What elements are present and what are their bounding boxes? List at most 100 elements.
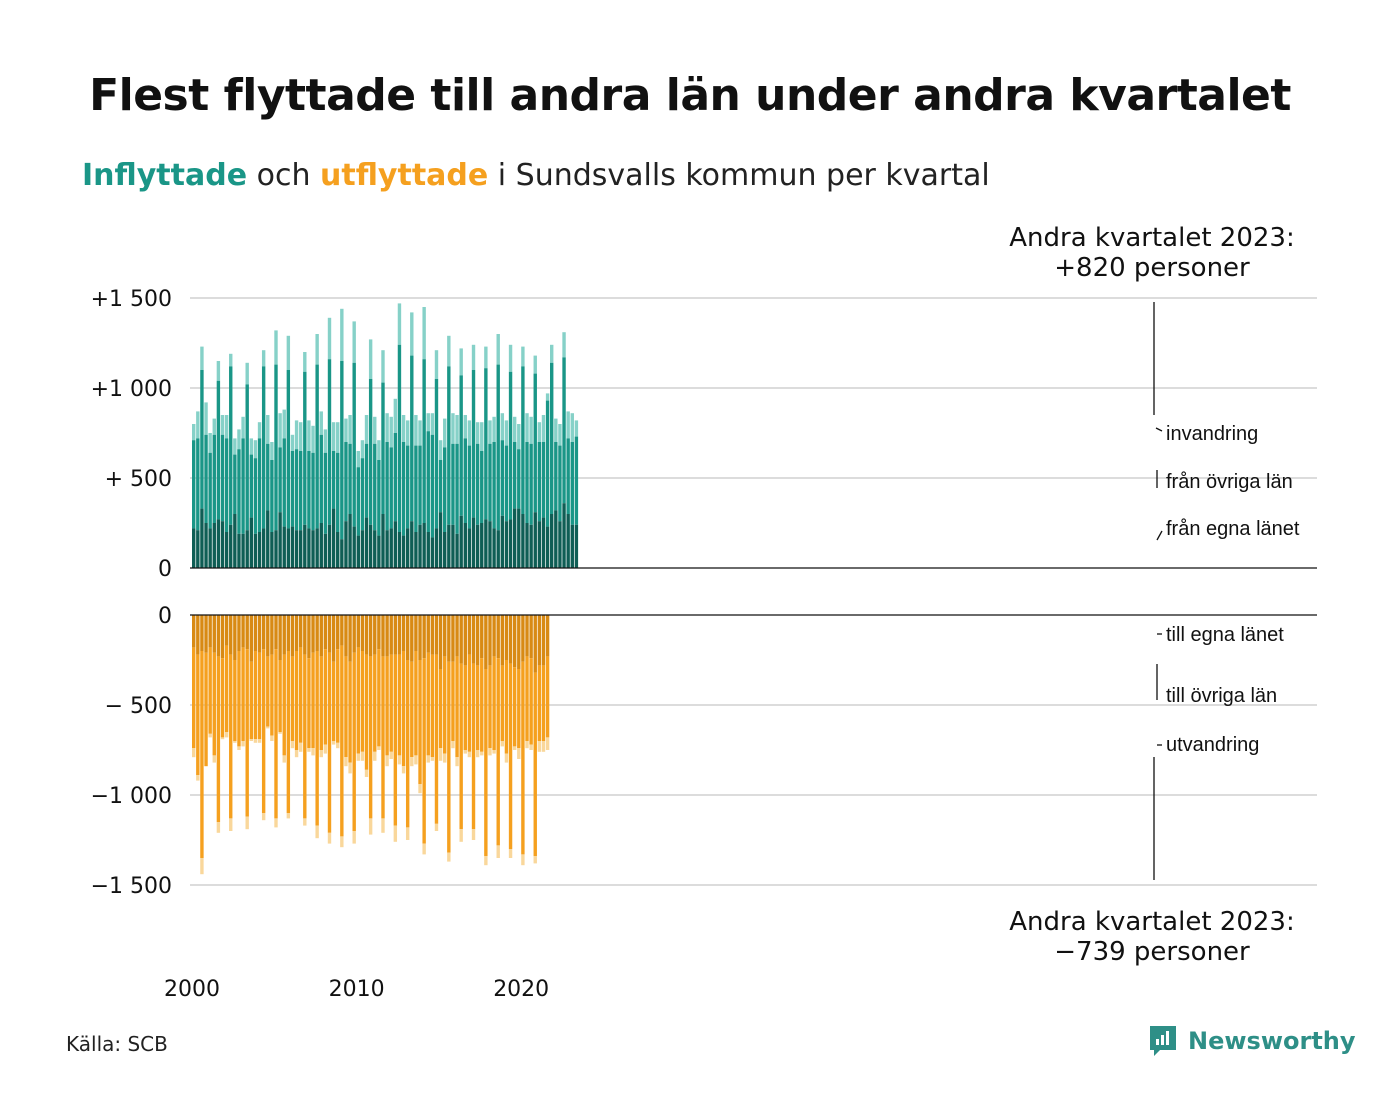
bar-inflow-own-county: [307, 528, 311, 568]
bar-outflow-other-counties: [484, 669, 488, 857]
bar-inflow-immigration: [344, 418, 348, 442]
bar-outflow-own-county: [237, 615, 241, 651]
bar-inflow-immigration: [249, 438, 254, 455]
bar-outflow-emigration: [200, 858, 204, 875]
bar-inflow-own-county: [270, 532, 274, 568]
bar-outflow-emigration: [410, 757, 414, 767]
bar-outflow-other-counties: [290, 656, 295, 741]
bar-outflow-own-county: [545, 615, 550, 657]
bar-outflow-own-county: [348, 615, 352, 662]
bar-outflow-emigration: [266, 726, 270, 729]
bar-outflow-other-counties: [192, 647, 196, 749]
bar-outflow-other-counties: [410, 661, 414, 758]
bar-inflow-other-counties: [249, 454, 254, 518]
bar-inflow-immigration: [451, 413, 455, 444]
bar-inflow-immigration: [274, 330, 278, 365]
bar-outflow-other-counties: [381, 656, 385, 819]
bar-outflow-emigration: [463, 750, 467, 754]
bar-outflow-emigration: [253, 739, 258, 743]
bar-inflow-other-counties: [492, 442, 496, 529]
bar-outflow-other-counties: [512, 667, 517, 747]
bar-outflow-emigration: [492, 750, 496, 754]
bar-inflow-other-counties: [200, 370, 204, 509]
bar-outflow-emigration: [307, 748, 311, 752]
bar-outflow-own-county: [488, 615, 492, 666]
bar-inflow-other-counties: [443, 447, 447, 532]
bar-outflow-own-county: [331, 615, 336, 662]
bar-outflow-emigration: [323, 744, 328, 754]
bar-outflow-own-county: [471, 615, 476, 664]
bar-inflow-immigration: [360, 440, 365, 459]
bar-outflow-own-county: [463, 615, 467, 666]
bar-inflow-immigration: [200, 346, 204, 370]
bar-inflow-immigration: [278, 413, 282, 448]
bar-inflow-immigration: [554, 418, 558, 442]
bar-outflow-other-counties: [426, 652, 430, 756]
bar-inflow-own-county: [336, 532, 340, 568]
bar-outflow-emigration: [484, 856, 488, 866]
bar-inflow-own-county: [323, 533, 328, 568]
bar-inflow-other-counties: [270, 460, 274, 532]
bar-outflow-emigration: [237, 746, 241, 750]
bar-outflow-emigration: [455, 757, 459, 767]
bar-outflow-emigration: [438, 748, 443, 761]
bar-outflow-own-county: [286, 615, 291, 651]
bar-outflow-other-counties: [229, 654, 233, 819]
bar-outflow-own-county: [344, 615, 348, 657]
bar-inflow-immigration: [574, 420, 579, 437]
bar-inflow-own-county: [237, 533, 241, 568]
bar-inflow-immigration: [508, 344, 513, 372]
subtitle-inflow: Inflyttade: [82, 158, 248, 193]
bar-inflow-own-county: [294, 530, 299, 568]
bar-inflow-immigration: [286, 335, 291, 370]
bar-inflow-other-counties: [574, 436, 579, 525]
bar-inflow-immigration: [298, 422, 303, 451]
bar-inflow-other-counties: [348, 443, 352, 514]
bar-inflow-own-county: [504, 521, 509, 568]
bar-outflow-other-counties: [480, 658, 484, 752]
bar-inflow-immigration: [418, 420, 422, 446]
bar-inflow-other-counties: [434, 379, 439, 529]
bar-outflow-own-county: [224, 615, 229, 646]
bar-inflow-other-counties: [368, 379, 373, 525]
bar-inflow-immigration: [331, 422, 336, 451]
bar-outflow-own-county: [245, 615, 249, 650]
bar-inflow-other-counties: [562, 357, 566, 504]
bar-outflow-emigration: [393, 825, 398, 842]
bar-outflow-emigration: [418, 784, 422, 794]
bar-inflow-immigration: [385, 413, 389, 442]
bar-outflow-other-counties: [360, 651, 365, 752]
bar-inflow-other-counties: [245, 384, 249, 531]
bar-outflow-own-county: [261, 615, 266, 650]
bar-inflow-own-county: [274, 530, 278, 568]
bar-inflow-other-counties: [319, 434, 323, 523]
bar-outflow-other-counties: [418, 660, 422, 785]
bar-inflow-immigration: [241, 416, 245, 439]
bar-inflow-other-counties: [455, 443, 459, 534]
bar-inflow-other-counties: [500, 440, 505, 516]
bar-inflow-immigration: [307, 420, 311, 451]
bar-outflow-emigration: [220, 737, 225, 740]
bar-outflow-emigration: [517, 748, 521, 759]
label-till-egna-lanet: till egna länet: [1166, 624, 1284, 646]
bar-inflow-own-county: [455, 533, 459, 568]
y-tick-label: +1 000: [91, 377, 172, 402]
bar-inflow-immigration: [237, 429, 241, 450]
bar-inflow-immigration: [558, 424, 562, 446]
bar-inflow-other-counties: [508, 371, 513, 520]
bar-outflow-other-counties: [451, 661, 455, 741]
bar-inflow-immigration: [570, 413, 574, 442]
bar-inflow-other-counties: [496, 364, 500, 531]
bar-inflow-other-counties: [484, 368, 488, 520]
bar-inflow-immigration: [216, 361, 221, 381]
bar-inflow-own-county: [480, 523, 484, 568]
bar-outflow-own-county: [208, 615, 212, 648]
bar-outflow-other-counties: [327, 652, 332, 833]
bar-inflow-own-county: [196, 530, 200, 568]
bar-outflow-other-counties: [455, 656, 459, 758]
bar-outflow-own-county: [426, 615, 430, 653]
bar-outflow-own-county: [307, 615, 311, 659]
bar-outflow-emigration: [249, 739, 254, 741]
chart-subtitle: Inflyttade och utflyttade i Sundsvalls k…: [82, 158, 990, 193]
bar-inflow-own-county: [286, 528, 291, 568]
